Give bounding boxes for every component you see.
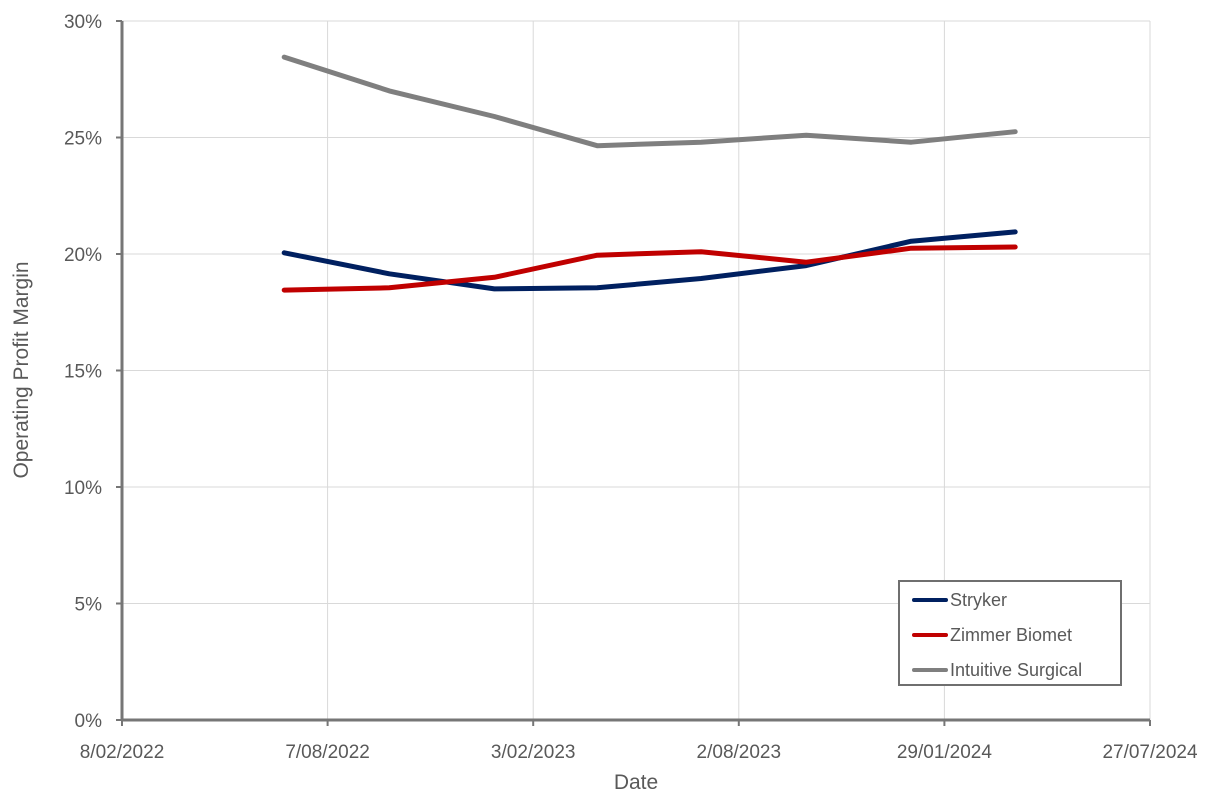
y-tick-label: 0% (75, 711, 103, 732)
series-line-intuitive-surgical (281, 54, 1018, 149)
legend-swatch-icon (912, 598, 948, 602)
y-tick-label: 5% (75, 595, 103, 616)
x-tick-label: 2/08/2023 (697, 742, 782, 763)
y-tick-label: 30% (64, 12, 102, 33)
x-tick-label: 8/02/2022 (80, 742, 165, 763)
legend-swatch-icon (912, 668, 948, 672)
legend-item-intuitive-surgical: Intuitive Surgical (912, 659, 1082, 681)
axis-labels: 0% 5% 10% 15% 20% 25% 30% 8/02/2022 7/08/2022 3/0… (64, 12, 1198, 763)
legend: Stryker Zimmer Biomet Intuitive Surgical (898, 580, 1122, 686)
x-axis-title: Date (614, 771, 658, 794)
series-line-zimmer-biomet (281, 244, 1018, 293)
axes (116, 20, 1151, 726)
legend-label: Intuitive Surgical (950, 659, 1083, 680)
legend-label: Stryker (950, 589, 1008, 610)
x-tick-label: 3/02/2023 (491, 742, 576, 763)
y-tick-label: 10% (64, 478, 102, 499)
series-lines (281, 54, 1018, 293)
legend-label: Zimmer Biomet (950, 624, 1073, 645)
series-line-stryker (281, 229, 1018, 292)
y-tick-label: 25% (64, 129, 102, 150)
y-tick-label: 20% (64, 245, 102, 266)
x-tick-label: 7/08/2022 (285, 742, 370, 763)
x-tick-label: 29/01/2024 (897, 742, 993, 763)
y-tick-label: 15% (64, 362, 102, 383)
x-tick-label: 27/07/2024 (1102, 742, 1198, 763)
y-axis-title: Operating Profit Margin (10, 261, 33, 478)
legend-item-stryker: Stryker (912, 589, 1007, 611)
legend-swatch-icon (912, 633, 948, 637)
legend-item-zimmer-biomet: Zimmer Biomet (912, 624, 1072, 646)
